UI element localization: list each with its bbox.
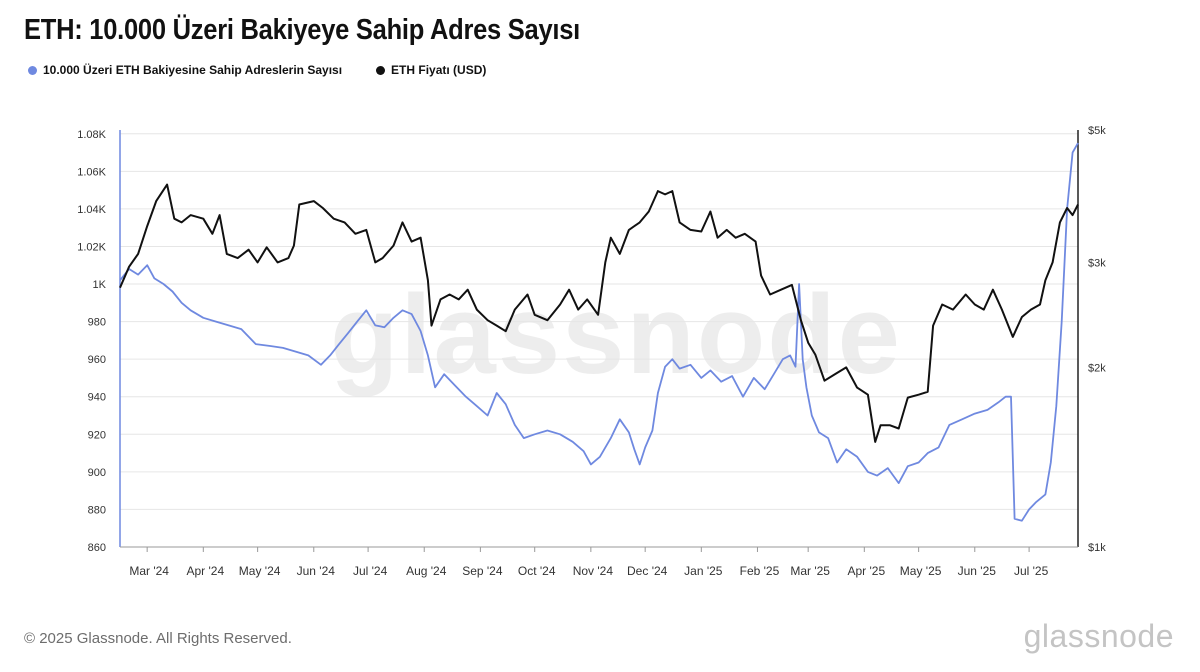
- y-left-tick-label: 1K: [93, 279, 107, 291]
- x-tick-label: Nov '24: [573, 564, 614, 578]
- chart-title: ETH: 10.000 Üzeri Bakiyeye Sahip Adres S…: [24, 14, 580, 46]
- x-tick-label: Oct '24: [518, 564, 556, 578]
- x-tick-label: Aug '24: [406, 564, 447, 578]
- y-right-tick-label: $1k: [1088, 542, 1106, 554]
- y-right-tick-label: $2k: [1088, 362, 1106, 374]
- x-tick-label: Dec '24: [627, 564, 668, 578]
- copyright-footer: © 2025 Glassnode. All Rights Reserved.: [24, 630, 292, 647]
- x-tick-label: Jun '24: [297, 564, 336, 578]
- x-tick-label: Feb '25: [740, 564, 780, 578]
- brand-logo: glassnode: [1023, 618, 1174, 654]
- y-left-tick-label: 900: [88, 467, 106, 479]
- series-line-addresses: [119, 142, 1079, 522]
- x-tick-label: Mar '25: [790, 564, 830, 578]
- x-tick-label: Jul '25: [1014, 564, 1049, 578]
- legend-label-addresses: 10.000 Üzeri ETH Bakiyesine Sahip Adresl…: [43, 63, 343, 77]
- y-left-tick-label: 1.08K: [77, 129, 106, 141]
- x-tick-label: Jun '25: [958, 564, 997, 578]
- y-right-tick-label: $5k: [1088, 125, 1106, 137]
- legend-dot-addresses: [28, 65, 37, 75]
- y-left-tick-label: 960: [88, 354, 106, 366]
- legend-item-addresses[interactable]: 10.000 Üzeri ETH Bakiyesine Sahip Adresl…: [28, 63, 342, 77]
- y-left-tick-label: 1.06K: [77, 166, 106, 178]
- x-tick-label: Mar '24: [129, 564, 169, 578]
- x-tick-label: Jul '24: [353, 564, 388, 578]
- x-tick-label: Jan '25: [684, 564, 723, 578]
- x-tick-label: Apr '24: [186, 564, 224, 578]
- legend-label-price: ETH Fiyatı (USD): [391, 63, 487, 77]
- y-left-tick-label: 940: [88, 392, 106, 404]
- y-left-tick-label: 980: [88, 317, 106, 329]
- y-left-tick-label: 860: [88, 542, 106, 554]
- x-tick-label: Apr '25: [847, 564, 885, 578]
- legend: 10.000 Üzeri ETH Bakiyesine Sahip Adresl…: [28, 60, 520, 80]
- y-right-tick-label: $3k: [1088, 257, 1106, 269]
- y-left-tick-label: 1.02K: [77, 241, 106, 253]
- y-left-tick-label: 1.04K: [77, 204, 106, 216]
- x-tick-label: May '25: [900, 564, 942, 578]
- y-left-tick-label: 920: [88, 429, 106, 441]
- legend-dot-price: [376, 65, 386, 75]
- series-line-price: [119, 183, 1079, 443]
- y-left-tick-label: 880: [88, 504, 106, 516]
- legend-item-price[interactable]: ETH Fiyatı (USD): [376, 63, 486, 77]
- x-tick-label: Sep '24: [462, 564, 503, 578]
- x-tick-label: May '24: [239, 564, 281, 578]
